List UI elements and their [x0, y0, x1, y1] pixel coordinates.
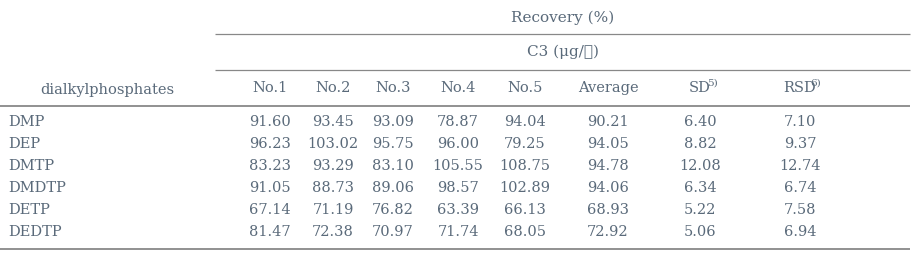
Text: 67.14: 67.14: [250, 203, 291, 217]
Text: 93.09: 93.09: [372, 115, 414, 129]
Text: dialkylphosphates: dialkylphosphates: [41, 83, 175, 97]
Text: 63.39: 63.39: [437, 203, 479, 217]
Text: Recovery (%): Recovery (%): [511, 11, 614, 25]
Text: 93.29: 93.29: [312, 159, 354, 173]
Text: 6.94: 6.94: [784, 225, 816, 239]
Text: 90.21: 90.21: [588, 115, 629, 129]
Text: Average: Average: [577, 81, 638, 95]
Text: 12.74: 12.74: [779, 159, 821, 173]
Text: 108.75: 108.75: [499, 159, 551, 173]
Text: 6.40: 6.40: [683, 115, 717, 129]
Text: DMTP: DMTP: [8, 159, 54, 173]
Text: 103.02: 103.02: [308, 137, 358, 151]
Text: 9.37: 9.37: [784, 137, 816, 151]
Text: 12.08: 12.08: [679, 159, 721, 173]
Text: 6.34: 6.34: [683, 181, 717, 195]
Text: SD: SD: [689, 81, 711, 95]
Text: 95.75: 95.75: [372, 137, 414, 151]
Text: C3 (μg/ℓ): C3 (μg/ℓ): [527, 45, 599, 59]
Text: DEP: DEP: [8, 137, 41, 151]
Text: 96.00: 96.00: [437, 137, 479, 151]
Text: 91.60: 91.60: [249, 115, 291, 129]
Text: 98.57: 98.57: [437, 181, 479, 195]
Text: 94.78: 94.78: [587, 159, 629, 173]
Text: RSD: RSD: [784, 81, 816, 95]
Text: 7.10: 7.10: [784, 115, 816, 129]
Text: 93.45: 93.45: [312, 115, 354, 129]
Text: 5.22: 5.22: [683, 203, 717, 217]
Text: 105.55: 105.55: [433, 159, 484, 173]
Text: 8.82: 8.82: [683, 137, 717, 151]
Text: 7.58: 7.58: [784, 203, 816, 217]
Text: 68.93: 68.93: [587, 203, 629, 217]
Text: 88.73: 88.73: [312, 181, 354, 195]
Text: 6.74: 6.74: [784, 181, 816, 195]
Text: 5): 5): [707, 79, 717, 88]
Text: 83.23: 83.23: [249, 159, 291, 173]
Text: 71.74: 71.74: [437, 225, 479, 239]
Text: 76.82: 76.82: [372, 203, 414, 217]
Text: DEDTP: DEDTP: [8, 225, 62, 239]
Text: 70.97: 70.97: [372, 225, 414, 239]
Text: 81.47: 81.47: [250, 225, 291, 239]
Text: 91.05: 91.05: [250, 181, 291, 195]
Text: 66.13: 66.13: [504, 203, 546, 217]
Text: 94.04: 94.04: [504, 115, 546, 129]
Text: 89.06: 89.06: [372, 181, 414, 195]
Text: 102.89: 102.89: [499, 181, 551, 195]
Text: 72.92: 72.92: [588, 225, 629, 239]
Text: 79.25: 79.25: [504, 137, 546, 151]
Text: 94.06: 94.06: [587, 181, 629, 195]
Text: 71.19: 71.19: [312, 203, 354, 217]
Text: 94.05: 94.05: [587, 137, 629, 151]
Text: 72.38: 72.38: [312, 225, 354, 239]
Text: 96.23: 96.23: [249, 137, 291, 151]
Text: 6): 6): [810, 79, 822, 88]
Text: No.2: No.2: [315, 81, 351, 95]
Text: No.3: No.3: [375, 81, 411, 95]
Text: 5.06: 5.06: [683, 225, 717, 239]
Text: 78.87: 78.87: [437, 115, 479, 129]
Text: No.1: No.1: [252, 81, 287, 95]
Text: 68.05: 68.05: [504, 225, 546, 239]
Text: DMDTP: DMDTP: [8, 181, 66, 195]
Text: DETP: DETP: [8, 203, 50, 217]
Text: 83.10: 83.10: [372, 159, 414, 173]
Text: No.5: No.5: [507, 81, 542, 95]
Text: DMP: DMP: [8, 115, 44, 129]
Text: No.4: No.4: [440, 81, 475, 95]
